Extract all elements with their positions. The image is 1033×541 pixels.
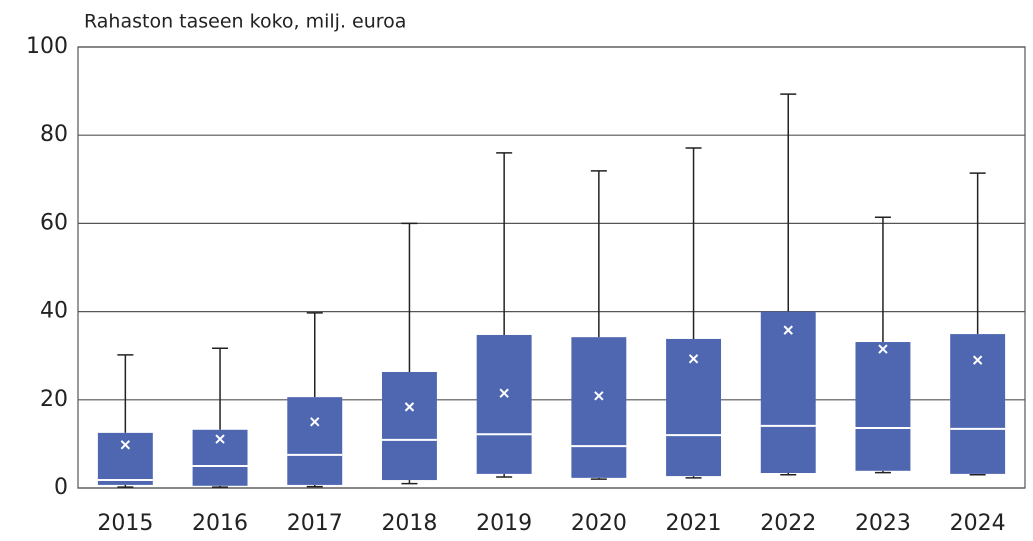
x-tick-label: 2018 bbox=[381, 511, 437, 536]
x-tick-label: 2017 bbox=[287, 511, 343, 536]
y-tick-label: 20 bbox=[40, 387, 68, 412]
y-tick-label: 60 bbox=[40, 210, 68, 235]
box bbox=[760, 311, 816, 474]
mean-marker bbox=[878, 344, 888, 354]
box bbox=[855, 342, 911, 471]
x-tick-label: 2019 bbox=[476, 511, 532, 536]
y-tick-label: 0 bbox=[54, 475, 68, 500]
mean-marker bbox=[783, 325, 793, 335]
y-tick-label: 40 bbox=[40, 299, 68, 324]
y-tick-label: 80 bbox=[40, 122, 68, 147]
box bbox=[571, 337, 627, 478]
y-tick-label: 100 bbox=[26, 34, 68, 59]
x-tick-label: 2015 bbox=[97, 511, 153, 536]
mean-marker bbox=[972, 355, 983, 365]
x-tick-label: 2020 bbox=[571, 511, 627, 536]
mean-marker bbox=[215, 434, 225, 444]
x-tick-label: 2021 bbox=[666, 511, 722, 536]
box bbox=[287, 397, 343, 485]
box bbox=[666, 338, 722, 477]
mean-marker bbox=[499, 388, 509, 398]
x-tick-label: 2016 bbox=[192, 511, 248, 536]
mean-marker bbox=[594, 391, 604, 401]
mean-marker bbox=[404, 402, 415, 412]
box bbox=[950, 334, 1006, 474]
box bbox=[476, 334, 532, 474]
plot-border bbox=[77, 46, 1026, 489]
x-tick-label: 2022 bbox=[760, 511, 816, 536]
box bbox=[381, 372, 437, 481]
mean-marker bbox=[688, 354, 699, 364]
x-tick-label: 2024 bbox=[950, 511, 1006, 536]
mean-marker bbox=[310, 417, 320, 427]
chart-title: Rahaston taseen koko, milj. euroa bbox=[84, 11, 406, 33]
box bbox=[97, 432, 153, 485]
x-tick-label: 2023 bbox=[855, 511, 911, 536]
mean-marker bbox=[120, 440, 131, 450]
